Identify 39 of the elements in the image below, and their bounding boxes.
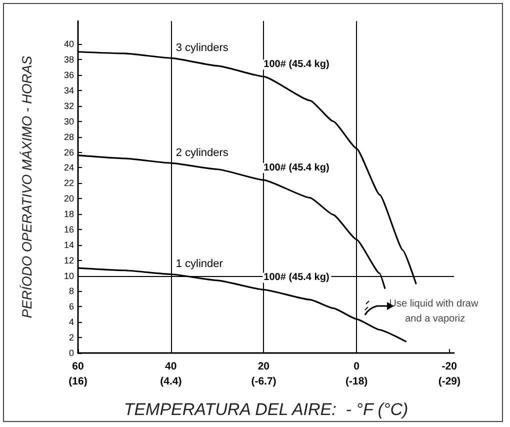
y-tick-label: 24 (64, 162, 74, 173)
y-tick-label: 40 (64, 39, 74, 50)
x-tick-label: 40 (164, 360, 177, 372)
y-tick-label: 4 (68, 317, 74, 328)
x-tick-label: 20 (258, 360, 270, 372)
y-tick-label: 12 (64, 255, 74, 266)
y-tick-label: 38 (64, 54, 74, 65)
series-label: 3 cylinders (176, 42, 229, 54)
y-tick-label: 6 (68, 302, 74, 312)
x-tick-label: 0 (354, 360, 360, 372)
annotation: 100# (45.4 kg) (264, 272, 330, 284)
x2-tick-label: (16) (68, 376, 88, 388)
annotation: 100# (45.4 kg) (264, 59, 330, 70)
y-tick-label: 2 (68, 332, 74, 343)
x-axis-title: TEMPERATURA DEL AIRE: - °F (°C) (124, 400, 408, 419)
y-tick-label: 36 (64, 70, 74, 80)
x-tick-label: 60 (72, 360, 84, 372)
y-tick-label: 22 (64, 178, 74, 188)
y-tick-label: 34 (64, 85, 74, 96)
y-tick-label: 8 (68, 286, 74, 296)
y-tick-label: 18 (64, 209, 74, 220)
annotation: 100# (45.4 kg) (264, 162, 330, 174)
y-tick-label: 20 (64, 194, 74, 204)
y-tick-label: 28 (64, 132, 74, 142)
x-tick-label: -20 (442, 360, 458, 372)
series-label: 2 cylinders (176, 147, 229, 160)
series-label: 1 cylinder (176, 258, 224, 270)
x2-tick-label: (-6.7) (251, 376, 276, 388)
y-axis-title: PERÍODO OPERATIVO MÁXIMO - HORAS (20, 56, 34, 318)
x2-tick-label: (4.4) (160, 376, 182, 388)
y-tick-label: 30 (64, 116, 74, 126)
y-tick-label: 0 (68, 348, 74, 358)
x2-tick-label: (-29) (438, 376, 460, 388)
y-tick-label: 14 (64, 240, 74, 250)
x2-tick-label: (-18) (345, 376, 368, 388)
y-tick-label: 32 (64, 100, 74, 111)
y-tick-label: 10 (64, 270, 74, 281)
y-tick-label: 16 (64, 224, 74, 234)
y-tick-label: 26 (64, 147, 74, 158)
